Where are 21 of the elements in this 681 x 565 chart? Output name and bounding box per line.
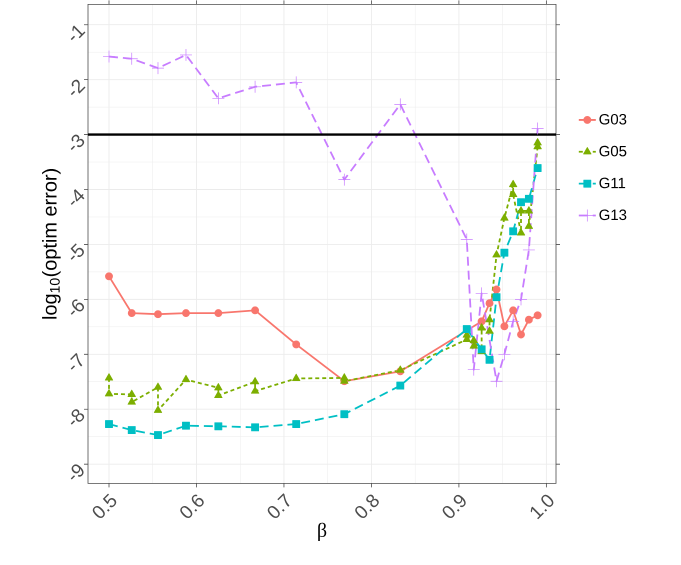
x-tick-label: 0.9: [442, 494, 466, 518]
legend-label: G03: [599, 114, 626, 124]
x-tick-label: 1.0: [530, 494, 554, 520]
y-tick-label: -2: [70, 79, 86, 95]
x-tick-label: 0.6: [180, 494, 204, 518]
y-tick-label: -7: [70, 352, 82, 370]
y-tick-label: -3: [70, 134, 84, 150]
x-tick-label: 0.8: [355, 494, 379, 518]
legend-label: G05: [599, 146, 626, 156]
legend-label: G11: [599, 177, 626, 188]
y-tick-label: -4: [70, 188, 84, 205]
x-axis-title: β: [318, 522, 326, 541]
y-tick-label: -1: [70, 25, 86, 40]
legend-label: G13: [599, 209, 626, 220]
y-tick-label: -6: [70, 299, 84, 315]
y-tick-label: -5: [70, 243, 84, 260]
y-axis-title: log$_{10}$(optim error): [42, 168, 61, 318]
y-tick-label: -8: [70, 409, 84, 424]
x-tick-label: 0.5: [92, 493, 116, 518]
y-tick-label: -9: [70, 464, 84, 480]
x-tick-label: 0.7: [268, 493, 290, 518]
